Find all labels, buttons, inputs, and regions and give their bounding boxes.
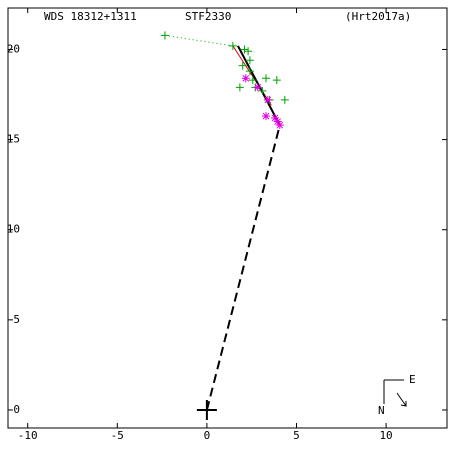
orbit-line: [205, 124, 281, 411]
compass-label: E: [409, 373, 416, 386]
data-point: [280, 95, 289, 104]
data-point: [272, 76, 281, 85]
orbit-line: [237, 45, 281, 126]
data-point: [228, 41, 237, 50]
data-point: [241, 74, 250, 83]
data-point: [275, 121, 284, 130]
plot-frame: [7, 7, 448, 429]
x-tick-label: 5: [293, 429, 300, 442]
data-point: [262, 112, 271, 121]
y-tick-label: 20: [7, 42, 20, 55]
data-point: [263, 95, 272, 104]
annotation: (Hrt2017a): [345, 10, 411, 23]
y-tick-label: 10: [7, 223, 20, 236]
data-point: [240, 45, 249, 54]
data-point: [262, 74, 271, 83]
orbit-line: [164, 34, 233, 47]
annotation: STF2330: [185, 10, 231, 23]
x-tick-label: -10: [18, 429, 38, 442]
data-point: [235, 83, 244, 92]
data-point: [270, 113, 279, 122]
data-point: [244, 47, 253, 56]
data-point: [273, 117, 282, 126]
x-tick-label: -5: [111, 429, 124, 442]
data-point: [196, 399, 217, 420]
x-tick-label: 0: [204, 429, 211, 442]
y-tick-label: 5: [13, 313, 20, 326]
y-tick-label: 15: [7, 133, 20, 146]
data-point: [258, 86, 267, 95]
data-point: [245, 67, 254, 76]
data-point: [245, 56, 254, 65]
data-point: [160, 31, 169, 40]
x-tick-label: 10: [379, 429, 392, 442]
data-point: [238, 61, 247, 70]
data-point: [253, 83, 262, 92]
compass-arrow: [396, 392, 407, 407]
compass-arrowhead: [400, 401, 407, 407]
annotation: WDS 18312+1311: [44, 10, 137, 23]
compass-label: N: [378, 404, 385, 417]
data-point: [248, 76, 257, 85]
compass: E N: [378, 373, 416, 417]
y-tick-label: 0: [13, 403, 20, 416]
